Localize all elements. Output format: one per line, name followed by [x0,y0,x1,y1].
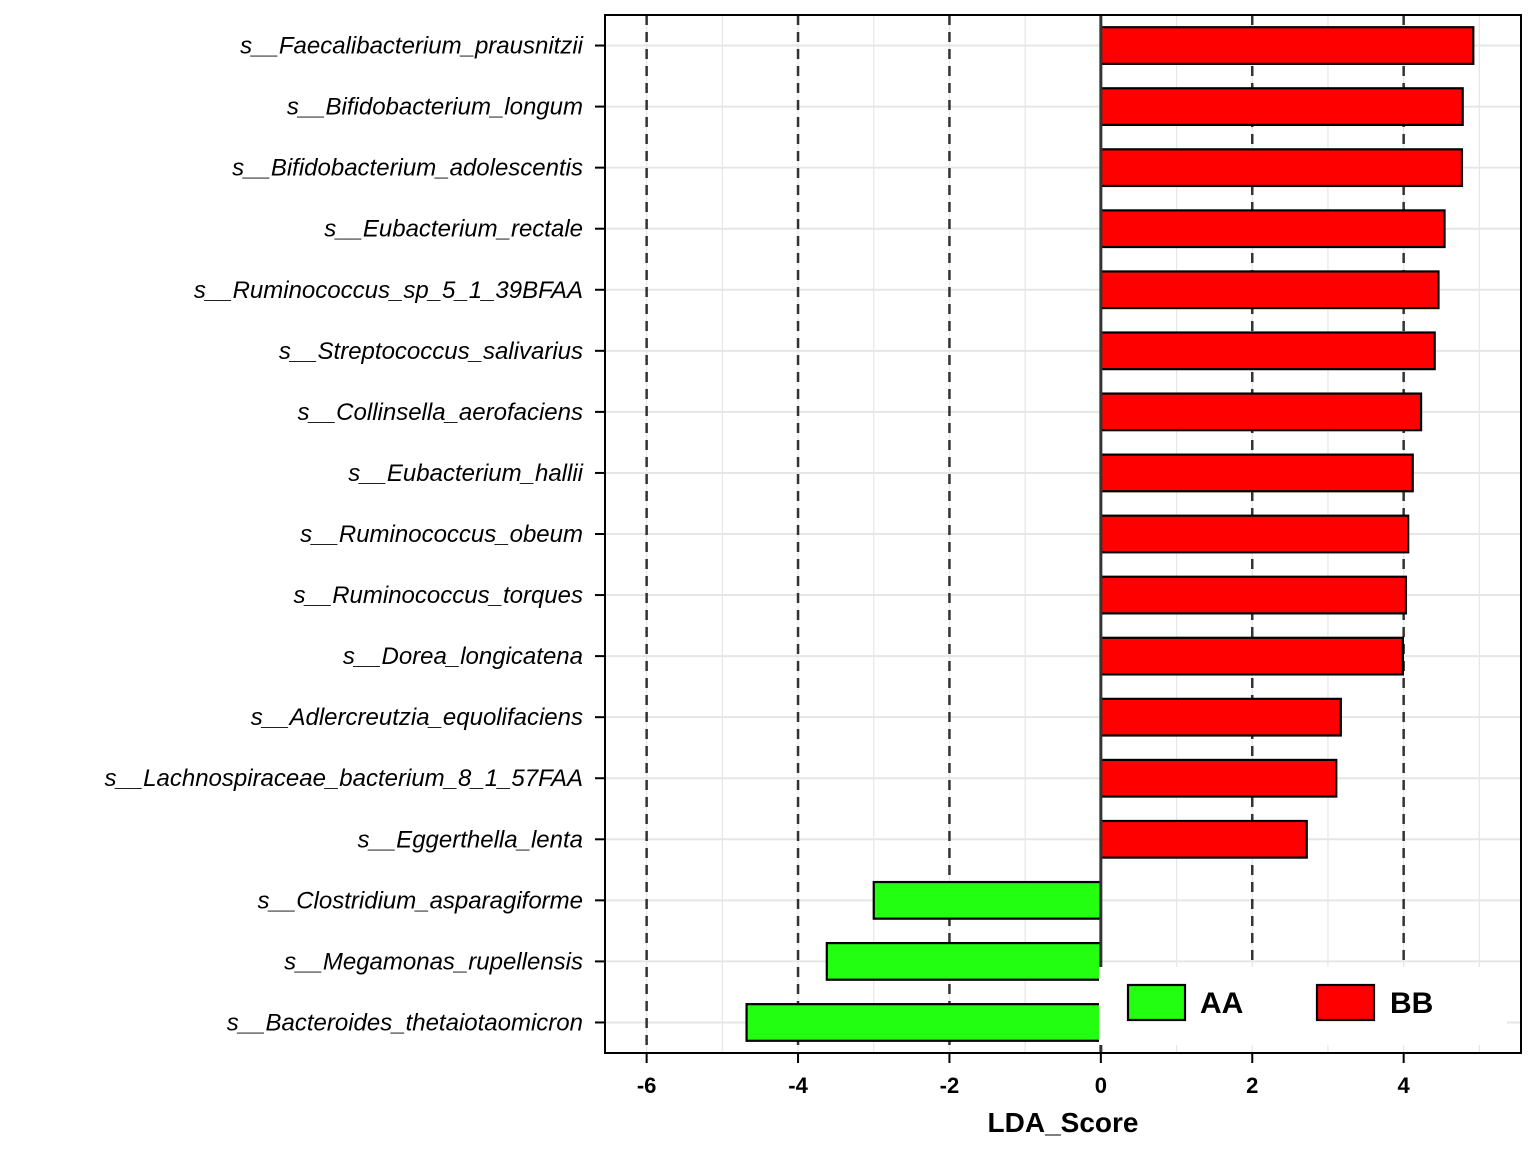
x-tick-label: 0 [1095,1073,1107,1098]
y-tick-label: s__Streptococcus_salivarius [279,338,583,365]
bar [1099,636,1405,676]
bar [1099,209,1446,249]
y-tick-label: s__Megamonas_rupellensis [284,948,583,975]
bar [1099,819,1308,859]
bar [1099,453,1414,493]
legend-label: AA [1200,987,1243,1020]
bar [1099,514,1410,554]
x-tick-label: -6 [637,1073,657,1098]
bar [1099,331,1436,371]
bar [1099,697,1342,737]
bar [825,941,1102,981]
y-tick-label: s__Bifidobacterium_longum [287,94,583,121]
bar [1099,26,1475,65]
y-tick-label: s__Eggerthella_lenta [357,826,583,853]
y-tick-label: s__Dorea_longicatena [343,643,583,670]
legend: AA BB [1099,967,1507,1045]
x-axis-title: LDA_Score [988,1107,1139,1138]
y-tick-label: s__Faecalibacterium_prausnitzii [240,33,584,60]
legend-label: BB [1390,987,1433,1020]
y-tick-label: s__Adlercreutzia_equolifaciens [251,704,583,731]
y-tick-label: s__Ruminococcus_torques [294,582,584,609]
y-tick-label: s__Eubacterium_rectale [324,216,583,243]
x-tick-label: 4 [1398,1073,1411,1098]
y-tick-label: s__Ruminococcus_obeum [300,521,583,548]
y-tick-label: s__Bacteroides_thetaiotaomicron [227,1009,583,1036]
bar [1099,392,1423,432]
x-tick-label: 2 [1246,1073,1258,1098]
bar [872,880,1102,920]
y-tick-label: s__Eubacterium_hallii [348,460,583,487]
y-tick-label: s__Ruminococcus_sp_5_1_39BFAA [194,277,583,304]
legend-swatch [1126,983,1187,1022]
y-tick-label: s__Collinsella_aerofaciens [297,399,583,426]
x-axis: -6 -4 -2 0 2 4 [637,1053,1411,1098]
y-tick-label: s__Clostridium_asparagiforme [258,887,583,914]
bar [745,1003,1102,1042]
bar [1099,270,1440,310]
x-tick-label: -4 [788,1073,808,1098]
bar [1099,575,1408,615]
bar [1099,87,1464,127]
legend-swatch [1315,983,1376,1022]
y-tick-label: s__Lachnospiraceae_bacterium_8_1_57FAA [104,765,583,792]
bar [1099,758,1338,798]
y-tick-label: s__Bifidobacterium_adolescentis [232,155,583,182]
x-tick-label: -2 [940,1073,960,1098]
bar [1099,148,1464,188]
y-axis: s__Faecalibacterium_prausnitzii s__Bifido… [104,33,605,1036]
